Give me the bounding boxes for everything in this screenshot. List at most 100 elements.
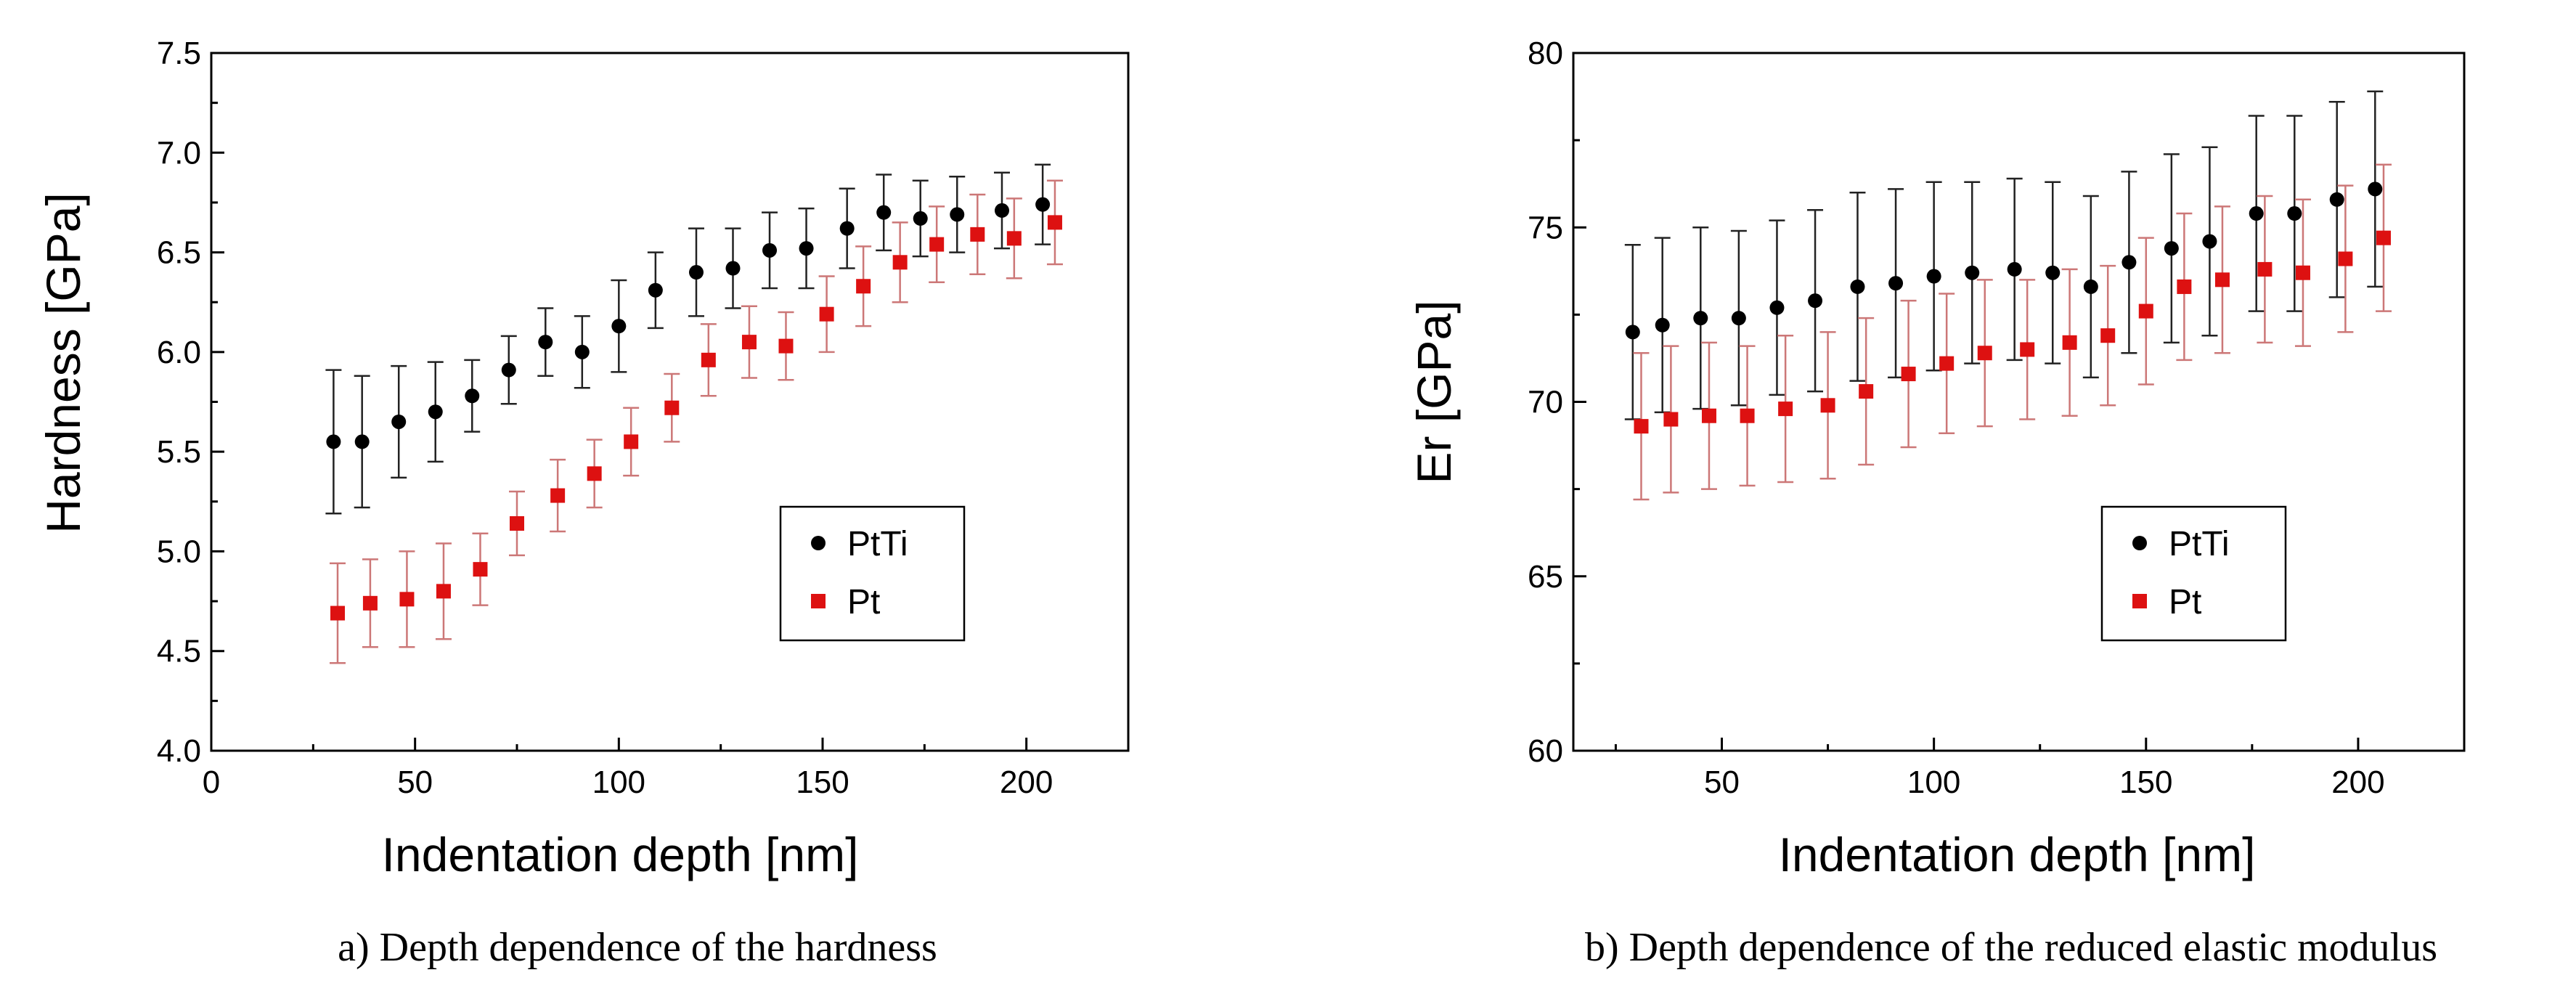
modulus-y-tick-label: 60 — [1528, 733, 1563, 769]
hardness-chart: Hardness [GPa] Indentation depth [nm] a)… — [36, 36, 1130, 970]
modulus-x-tick-label: 100 — [1907, 765, 1960, 800]
modulus-pt-point — [2257, 261, 2273, 277]
modulus-y-tick-label: 75 — [1528, 210, 1563, 245]
hardness-x-tick-label: 200 — [1000, 765, 1053, 800]
modulus-pt-point — [2020, 342, 2035, 357]
hardness-ptti-point — [950, 207, 965, 222]
hardness-pt-point — [550, 488, 566, 503]
modulus-legend-box — [2100, 505, 2287, 642]
hardness-pt-point — [399, 592, 415, 607]
hardness-ptti-point — [876, 205, 892, 220]
hardness-y-tick-label: 5.5 — [157, 434, 201, 470]
modulus-pt-point — [2214, 272, 2230, 288]
hardness-ptti-point — [574, 344, 590, 359]
modulus-pt-point — [1901, 367, 1916, 382]
modulus-x-tick-label: 150 — [2119, 765, 2172, 800]
modulus-ptti-point — [1926, 269, 1941, 284]
legend-pt-label: Pt — [847, 583, 880, 621]
hardness-y-tick-label: 5.0 — [157, 534, 201, 569]
modulus-ptti-point — [2368, 182, 2383, 197]
elastic-modulus-chart: Er [GPa] Indentation depth [nm] b) Depth… — [1407, 36, 2466, 970]
modulus-ptti-point — [2287, 206, 2302, 221]
modulus-ptti-point — [2007, 261, 2022, 277]
hardness-ptti-point — [762, 242, 778, 258]
modulus-pt-point — [1701, 408, 1716, 423]
modulus-ptti-point — [2083, 279, 2098, 294]
hardness-pt-point — [436, 584, 451, 599]
modulus-pt-point — [2138, 303, 2153, 319]
hardness-ptti-point — [799, 241, 814, 256]
modulus-pt-point — [1778, 401, 1793, 417]
legend-ptti-label: PtTi — [2169, 525, 2230, 563]
hardness-pt-point — [330, 606, 346, 621]
legend-pt-marker — [2132, 594, 2147, 608]
hardness-pt-point — [510, 515, 524, 531]
hardness-pt-point — [473, 562, 488, 577]
modulus-pt-point — [2062, 335, 2077, 350]
hardness-ptti-point — [688, 265, 704, 280]
hardness-y-tick-label: 4.5 — [157, 634, 201, 669]
hardness-ptti-point — [465, 388, 480, 404]
hardness-pt-point — [362, 595, 378, 611]
modulus-pt-point — [1939, 356, 1955, 371]
modulus-x-tick-label: 50 — [1704, 765, 1740, 800]
hardness-y-tick-label: 7.0 — [157, 135, 201, 171]
modulus-pt-point — [1977, 346, 1992, 361]
hardness-y-tick-label: 6.0 — [157, 335, 201, 370]
hardness-pt-point — [1006, 231, 1022, 246]
hardness-x-tick-label: 100 — [592, 765, 645, 800]
hardness-ptti-point — [913, 211, 928, 226]
legend-pt-label: Pt — [2169, 583, 2201, 621]
modulus-ptti-point — [1808, 293, 1823, 309]
hardness-ptti-point — [839, 221, 855, 236]
hardness-legend-box — [779, 505, 966, 642]
hardness-ptti-point — [428, 404, 443, 420]
modulus-caption: b) Depth dependence of the reduced elast… — [1585, 925, 2437, 970]
modulus-pt-point — [2177, 279, 2192, 294]
modulus-y-axis-label: Er [GPa] — [1407, 300, 1461, 484]
modulus-legend: PtTi Pt — [2100, 505, 2287, 642]
modulus-x-tick-label: 200 — [2331, 765, 2384, 800]
modulus-pt-point — [2100, 328, 2116, 343]
modulus-ptti-point — [2121, 255, 2137, 270]
modulus-pt-point — [1663, 412, 1679, 427]
modulus-pt-point — [2295, 265, 2310, 280]
hardness-pt-point — [624, 434, 639, 449]
hardness-pt-point — [587, 466, 602, 481]
hardness-ptti-point — [538, 335, 553, 350]
hardness-pt-point — [664, 400, 680, 415]
modulus-pt-point — [1740, 408, 1755, 423]
hardness-ptti-point — [391, 414, 407, 429]
hardness-pt-point — [819, 306, 834, 322]
modulus-ptti-point — [2164, 241, 2179, 256]
legend-ptti-marker — [2132, 536, 2147, 550]
hardness-x-tick-label: 150 — [796, 765, 849, 800]
hardness-pt-point — [701, 352, 716, 367]
modulus-ptti-point — [1693, 311, 1708, 326]
legend-pt-marker — [811, 594, 826, 608]
hardness-pt-point — [929, 237, 945, 252]
modulus-ptti-point — [2329, 192, 2344, 207]
hardness-ptti-point — [648, 282, 663, 298]
modulus-ptti-point — [1769, 300, 1785, 315]
modulus-ptti-point — [1850, 279, 1865, 294]
hardness-ptti-point — [354, 434, 370, 449]
modulus-ptti-point — [2045, 265, 2061, 280]
hardness-ptti-point — [501, 362, 516, 378]
modulus-pt-point — [1634, 419, 1649, 434]
hardness-ptti-point — [1035, 197, 1051, 212]
legend-ptti-label: PtTi — [847, 525, 908, 563]
hardness-ptti-point — [994, 203, 1009, 218]
hardness-pt-point — [741, 335, 757, 350]
hardness-pt-point — [856, 279, 871, 294]
hardness-legend: PtTi Pt — [779, 505, 966, 642]
modulus-pt-point — [2376, 230, 2391, 245]
legend-ptti-marker — [811, 536, 826, 550]
hardness-pt-point — [970, 227, 985, 242]
modulus-ptti-point — [2249, 206, 2264, 221]
hardness-pt-point — [1047, 215, 1062, 230]
modulus-ptti-point — [1731, 311, 1746, 326]
hardness-ptti-point — [725, 261, 741, 276]
hardness-pt-point — [892, 255, 908, 270]
